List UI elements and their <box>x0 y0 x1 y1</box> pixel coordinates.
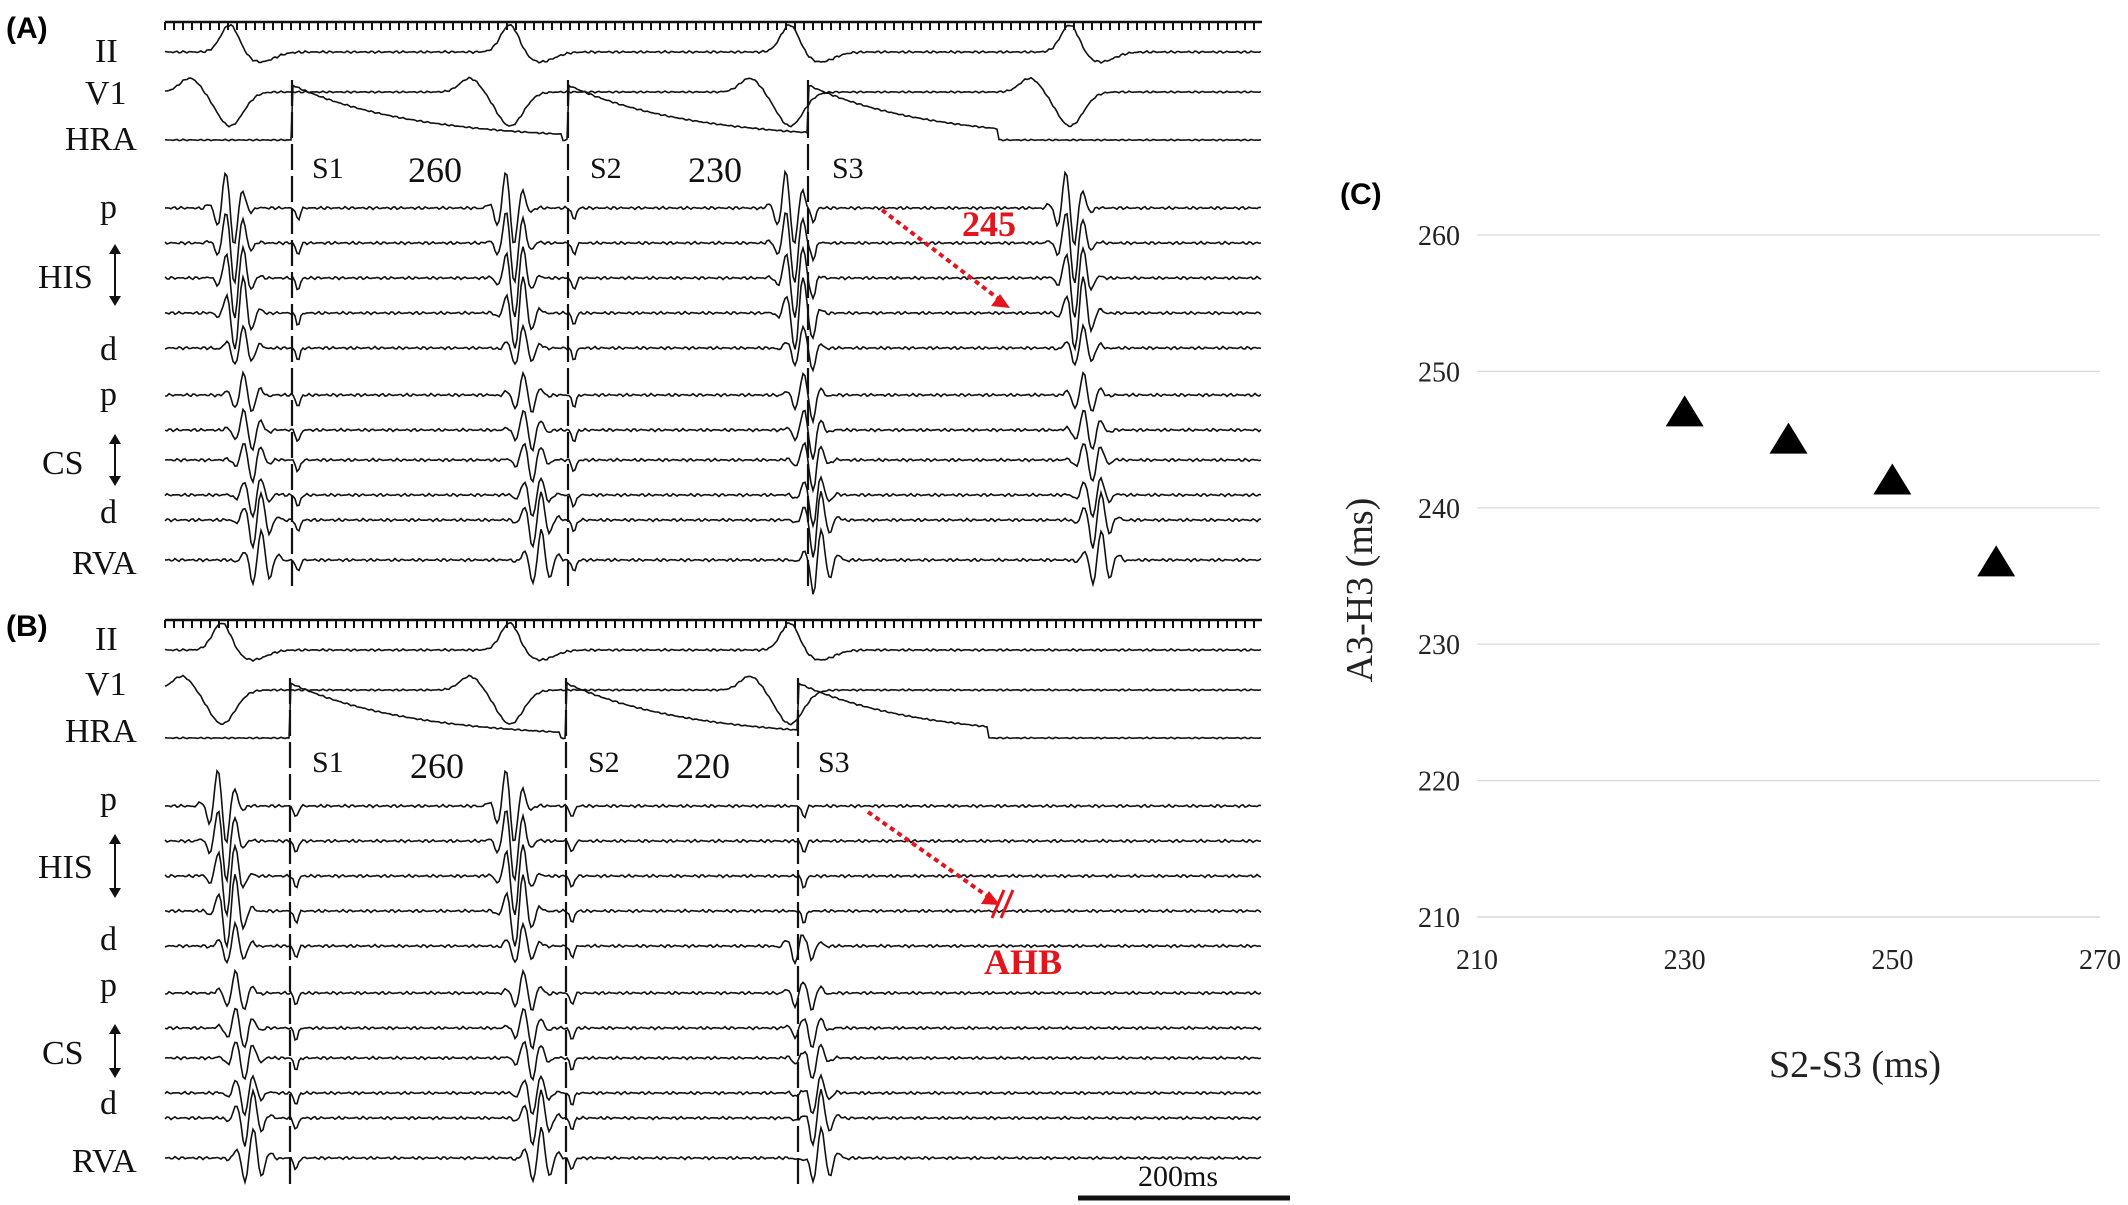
x-tick-label: 270 <box>2079 945 2121 976</box>
panel-b-ecg-tracing: (B) II V1 HRA p HIS d p CS d RVA S1 S2 S… <box>6 610 1290 1201</box>
y-tick-label: 220 <box>1418 767 1460 798</box>
stimulus-label-s2: S2 <box>590 152 622 185</box>
trace-line <box>165 526 1262 595</box>
his-double-arrow-icon <box>109 244 121 306</box>
trace-line <box>164 407 1262 460</box>
chart-x-axis-title: S2-S3 (ms) <box>1769 1044 1941 1086</box>
blocked-conduction-arrow <box>866 810 1015 919</box>
time-ruler-a <box>164 20 1262 30</box>
lead-label-his: HIS <box>38 259 93 296</box>
data-point-triangle <box>1977 545 2016 577</box>
trace-line <box>164 1087 1262 1148</box>
scale-bar-label: 200ms <box>1138 1160 1218 1193</box>
panel-c-tag: (C) <box>1340 178 1382 211</box>
chart-gridlines <box>1477 234 2100 782</box>
chart-data-points <box>1665 395 2016 577</box>
y-tick-label: 250 <box>1418 357 1460 388</box>
lead-label-cs: CS <box>42 1035 84 1072</box>
lead-label-cs-d: d <box>100 494 117 531</box>
stimulus-label-s3: S3 <box>818 746 850 779</box>
lead-label-rva: RVA <box>72 1143 137 1180</box>
lead-label-v1: V1 <box>85 666 127 703</box>
trace-line <box>164 621 1262 663</box>
y-tick-label: 260 <box>1418 221 1460 252</box>
interval-s2-s3: 230 <box>688 150 742 190</box>
trace-line <box>164 370 1262 425</box>
x-tick-label: 230 <box>1664 945 1706 976</box>
atrio-his-block-annotation: AHB <box>984 942 1062 982</box>
his-double-arrow-icon <box>109 834 121 898</box>
y-tick-label: 230 <box>1418 630 1460 661</box>
trace-line <box>164 489 1262 558</box>
trace-line <box>164 441 1262 494</box>
x-tick-label: 210 <box>1456 945 1498 976</box>
cs-double-arrow-icon <box>109 1024 121 1078</box>
lead-label-his-p: p <box>100 781 117 818</box>
stimulus-label-s1: S1 <box>312 746 344 779</box>
trace-line <box>164 212 1262 286</box>
lead-label-cs-p: p <box>100 967 117 1004</box>
trace-line <box>164 810 1262 884</box>
lead-label-v1: V1 <box>85 75 127 112</box>
trace-line <box>164 968 1262 1011</box>
trace-line <box>165 169 1262 247</box>
traces-b <box>164 621 1262 1188</box>
trace-line <box>164 83 1262 142</box>
panel-c-scatter-chart: (C) 210 220 230 240 250 260 210 230 250 270 S2-S… <box>1339 178 2121 1086</box>
trace-line <box>164 1040 1262 1082</box>
traces-a <box>164 23 1262 595</box>
trace-line <box>164 681 1262 740</box>
data-point-triangle <box>1873 463 1912 495</box>
trace-line <box>165 769 1262 845</box>
time-ruler-b <box>164 618 1262 628</box>
trace-line <box>164 1007 1262 1051</box>
panel-a-tag: (A) <box>6 12 48 45</box>
stimulus-label-s3: S3 <box>832 152 864 185</box>
lead-label-his: HIS <box>38 849 93 886</box>
data-point-triangle <box>1769 422 1808 454</box>
lead-label-his-p: p <box>100 189 117 226</box>
trace-line <box>164 874 1262 950</box>
data-point-triangle <box>1665 395 1704 427</box>
lead-label-his-d: d <box>100 331 117 368</box>
chart-y-axis-title: A3-H3 (ms) <box>1339 498 1381 683</box>
trace-line <box>164 1073 1262 1117</box>
lead-label-cs: CS <box>42 445 84 482</box>
trace-line <box>164 322 1262 373</box>
interval-s2-s3: 220 <box>676 746 730 786</box>
cs-double-arrow-icon <box>109 434 121 486</box>
trace-line <box>165 1124 1262 1186</box>
lead-label-rva: RVA <box>72 545 137 582</box>
conduction-arrow <box>880 208 1010 308</box>
lead-label-cs-p: p <box>100 376 117 413</box>
trace-line <box>164 674 1262 726</box>
x-tick-label: 250 <box>1871 945 1913 976</box>
lead-label-hra: HRA <box>65 121 137 158</box>
lead-label-ii: II <box>95 33 118 70</box>
chart-x-tick-labels: 210 230 250 270 <box>1456 945 2121 976</box>
trace-line <box>164 474 1262 529</box>
trace-line <box>164 244 1262 319</box>
interval-s1-s2: 260 <box>410 746 464 786</box>
scale-bar: 200ms <box>1078 1160 1290 1201</box>
y-tick-label: 210 <box>1418 903 1460 934</box>
stimulus-label-s1: S1 <box>312 152 344 185</box>
panel-a-ecg-tracing: (A) II V1 HRA p HIS d p CS d RVA S1 S2 S… <box>6 12 1262 595</box>
lead-label-his-d: d <box>100 921 117 958</box>
trace-line <box>164 843 1262 918</box>
lead-label-cs-d: d <box>100 1085 117 1122</box>
interval-s1-s2: 260 <box>408 150 462 190</box>
chart-y-tick-labels: 210 220 230 240 250 260 <box>1418 221 1460 934</box>
lead-label-hra: HRA <box>65 713 137 750</box>
panel-b-tag: (B) <box>6 610 48 643</box>
y-tick-label: 240 <box>1418 494 1460 525</box>
stimulus-label-s2: S2 <box>588 746 620 779</box>
a3-h3-interval-annotation: 245 <box>962 204 1016 244</box>
trace-line <box>164 23 1262 64</box>
lead-label-ii: II <box>95 621 118 658</box>
trace-line <box>164 76 1262 128</box>
trace-line <box>164 273 1262 352</box>
trace-line <box>164 920 1262 966</box>
